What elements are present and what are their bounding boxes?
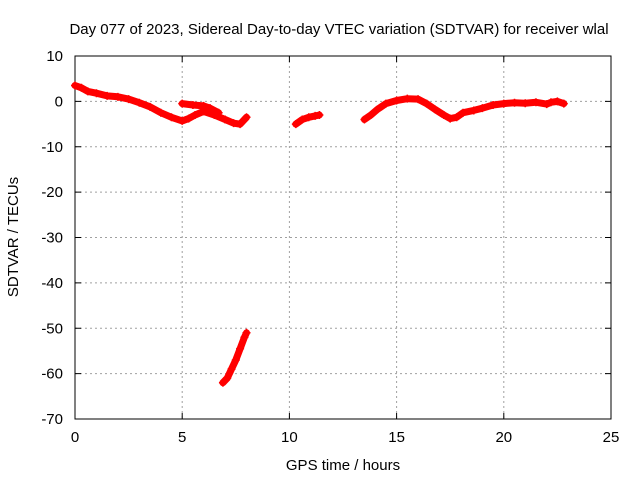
y-tick-label: -70 xyxy=(41,411,63,428)
data-point xyxy=(392,96,401,105)
data-point xyxy=(71,81,79,90)
data-point xyxy=(236,344,245,353)
data-point xyxy=(559,99,568,108)
data-point xyxy=(478,104,487,113)
data-point xyxy=(227,365,236,374)
chart-title: Day 077 of 2023, Sidereal Day-to-day VTE… xyxy=(69,21,608,38)
data-point xyxy=(83,87,92,96)
y-tick-label: -60 xyxy=(41,366,63,383)
data-point xyxy=(103,91,112,100)
data-point xyxy=(146,102,155,111)
data-point xyxy=(221,115,230,124)
data-point xyxy=(229,119,238,128)
data-point xyxy=(184,114,193,123)
data-point xyxy=(414,95,423,104)
data-point xyxy=(531,98,540,107)
data-point xyxy=(489,101,498,110)
x-tick-label: 20 xyxy=(495,429,512,446)
y-tick-label: -30 xyxy=(41,230,63,247)
data-point xyxy=(178,116,187,125)
data-point xyxy=(304,113,313,122)
data-point xyxy=(373,105,382,114)
data-point xyxy=(135,98,144,107)
data-point xyxy=(510,98,519,107)
y-tick-label: -20 xyxy=(41,184,63,201)
data-point xyxy=(431,105,440,114)
data-point xyxy=(124,95,133,104)
data-point xyxy=(218,378,227,387)
data-point xyxy=(366,110,375,119)
data-point xyxy=(315,110,324,119)
data-point xyxy=(499,99,508,108)
data-point xyxy=(214,108,223,117)
data-point xyxy=(469,106,478,115)
data-point xyxy=(236,120,245,129)
data-point xyxy=(223,374,232,383)
y-tick-label: -10 xyxy=(41,139,63,156)
data-point xyxy=(521,99,530,108)
y-tick-label: -50 xyxy=(41,320,63,337)
data-point xyxy=(542,100,551,109)
data-point xyxy=(381,99,390,108)
data-point xyxy=(291,120,300,129)
y-tick-label: -40 xyxy=(41,275,63,292)
data-point xyxy=(298,115,307,124)
data-point xyxy=(446,114,455,123)
x-tick-label: 25 xyxy=(603,429,620,446)
data-point xyxy=(191,110,200,119)
data-point xyxy=(311,111,320,120)
data-point xyxy=(188,101,197,110)
data-point xyxy=(242,328,251,337)
x-axis-label: GPS time / hours xyxy=(286,457,400,474)
data-point xyxy=(199,101,208,110)
y-axis-label: SDTVAR / TECUs xyxy=(5,177,22,297)
data-point xyxy=(113,92,122,101)
data-point xyxy=(92,89,101,98)
data-point xyxy=(546,98,555,107)
data-series xyxy=(71,81,568,387)
x-tick-label: 5 xyxy=(178,429,186,446)
x-tick-label: 0 xyxy=(71,429,79,446)
data-point xyxy=(156,108,165,117)
data-point xyxy=(178,99,187,108)
x-tick-label: 10 xyxy=(281,429,298,446)
data-point xyxy=(459,108,468,117)
data-point xyxy=(360,115,369,124)
series-segment xyxy=(71,82,250,128)
series-segment xyxy=(219,329,250,387)
y-tick-label: 10 xyxy=(46,48,63,65)
data-point xyxy=(77,83,86,92)
data-point xyxy=(452,113,461,122)
data-point xyxy=(240,333,249,342)
data-point xyxy=(206,104,215,113)
data-point xyxy=(422,99,431,108)
ticks: 0 5 10 15 20 25 -70 -60 -50 -40 -30 -20 -10 0 10 xyxy=(41,48,619,446)
data-point xyxy=(403,94,412,103)
data-point xyxy=(242,113,251,122)
x-tick-label: 15 xyxy=(388,429,405,446)
y-tick-label: 0 xyxy=(55,93,63,110)
data-point xyxy=(167,113,176,122)
data-point xyxy=(439,110,448,119)
data-point xyxy=(231,356,240,365)
data-point xyxy=(553,97,562,106)
